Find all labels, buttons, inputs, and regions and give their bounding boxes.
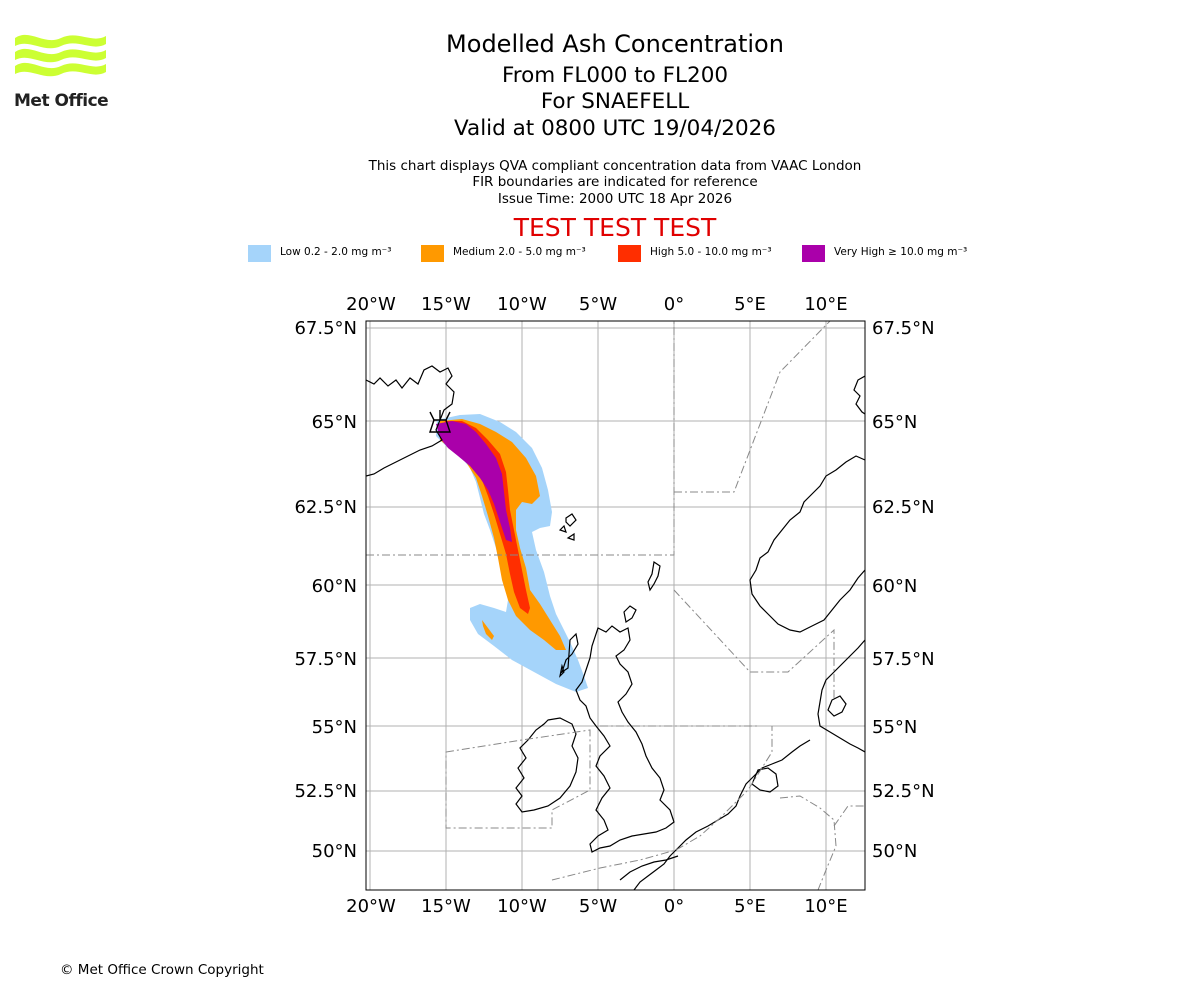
volcano-name: For SNAEFELL	[540, 89, 690, 114]
map-frame	[365, 320, 866, 891]
lat-label-left: 67.5°N	[294, 318, 357, 339]
coastline-hebrides	[559, 632, 579, 678]
lon-labels-bottom: 20°W 15°W 10°W 5°W 0° 5°E 10°E	[346, 896, 847, 917]
lat-label-right: 55°N	[872, 717, 917, 738]
description-text: This chart displays QVA compliant concen…	[368, 158, 862, 174]
lat-label-right: 50°N	[872, 841, 917, 862]
lat-labels-right: 67.5°N 65°N 62.5°N 60°N 57.5°N 55°N 52.5…	[872, 318, 935, 862]
lat-label-right: 60°N	[872, 576, 917, 597]
fir-boundary-norway	[674, 321, 831, 493]
flight-levels: From FL000 to FL200	[501, 63, 729, 88]
met-office-waves-icon	[15, 34, 106, 77]
fir-boundary-uk-east	[673, 589, 835, 700]
fir-boundary-east	[833, 805, 865, 827]
lat-label-right: 52.5°N	[872, 781, 935, 802]
coastline-continent	[633, 739, 811, 890]
lat-label-left: 65°N	[312, 412, 357, 433]
lon-label-top: 10°W	[497, 294, 547, 315]
coastline-norway-north	[853, 375, 865, 415]
fir-boundary-north	[366, 321, 675, 556]
legend-label-medium: Medium 2.0 - 5.0 mg m⁻³	[453, 246, 586, 258]
copyright-notice: © Met Office Crown Copyright	[60, 962, 264, 978]
lat-label-left: 55°N	[312, 717, 357, 738]
lat-label-right: 62.5°N	[872, 497, 935, 518]
lat-label-left: 52.5°N	[294, 781, 357, 802]
fir-boundary-continent	[551, 726, 773, 881]
coastline-france-north	[619, 855, 679, 881]
logo-text: Met Office	[14, 91, 109, 111]
valid-time: Valid at 0800 UTC 19/04/2026	[453, 116, 776, 141]
ash-blob-medium	[482, 620, 494, 640]
legend-label-low: Low 0.2 - 2.0 mg m⁻³	[280, 246, 392, 258]
lon-label-top: 15°W	[421, 294, 471, 315]
coastline-denmark	[817, 639, 865, 753]
lon-label-bottom: 15°W	[421, 896, 471, 917]
coastline-orkney	[623, 605, 637, 623]
lon-label-bottom: 20°W	[346, 896, 396, 917]
chart-title: Modelled Ash Concentration	[446, 30, 784, 58]
lon-label-top: 5°W	[579, 294, 617, 315]
coastline-jutland	[827, 695, 847, 717]
lon-label-top: 10°E	[804, 294, 847, 315]
lon-label-bottom: 5°W	[579, 896, 617, 917]
ash-plume-very-high	[436, 421, 512, 542]
test-banner: TEST TEST TEST	[513, 213, 717, 242]
coastlines	[366, 365, 865, 890]
lat-label-left: 60°N	[312, 576, 357, 597]
fir-boundary-germany	[779, 795, 837, 890]
fir-boundary-shanwick	[445, 729, 591, 829]
legend-swatch-very-high	[802, 245, 825, 262]
lat-label-right: 57.5°N	[872, 649, 935, 670]
lon-label-bottom: 10°E	[804, 896, 847, 917]
legend-label-high: High 5.0 - 10.0 mg m⁻³	[650, 246, 772, 258]
lat-label-left: 62.5°N	[294, 497, 357, 518]
lon-labels-top: 20°W 15°W 10°W 5°W 0° 5°E 10°E	[346, 294, 847, 315]
coastline-shetland	[647, 560, 661, 592]
coastline-norway	[749, 455, 865, 633]
lon-label-top: 0°	[664, 294, 684, 315]
met-office-logo: Met Office	[14, 30, 109, 112]
lon-label-top: 5°E	[734, 294, 766, 315]
lon-label-bottom: 0°	[664, 896, 684, 917]
legend-swatch-high	[618, 245, 641, 262]
coastline-faroes	[558, 513, 577, 541]
lat-label-left: 50°N	[312, 841, 357, 862]
coastline-netherlands	[751, 767, 779, 793]
legend-label-very-high: Very High ≥ 10.0 mg m⁻³	[834, 246, 968, 258]
fir-boundaries	[366, 321, 865, 890]
issue-time: Issue Time: 2000 UTC 18 Apr 2026	[497, 191, 733, 207]
coastline-great-britain	[575, 625, 675, 853]
coastline-ireland	[515, 717, 579, 813]
gridlines	[366, 321, 865, 890]
lon-label-top: 20°W	[346, 294, 396, 315]
lat-labels-left: 67.5°N 65°N 62.5°N 60°N 57.5°N 55°N 52.5…	[294, 318, 357, 862]
lat-label-right: 65°N	[872, 412, 917, 433]
coastline-iceland	[366, 365, 455, 477]
lat-label-right: 67.5°N	[872, 318, 935, 339]
volcano-icon	[429, 410, 451, 433]
legend-swatch-low	[248, 245, 271, 262]
lon-label-bottom: 5°E	[734, 896, 766, 917]
legend-swatch-medium	[421, 245, 444, 262]
fir-note: FIR boundaries are indicated for referen…	[472, 174, 758, 190]
lon-label-bottom: 10°W	[497, 896, 547, 917]
lat-label-left: 57.5°N	[294, 649, 357, 670]
